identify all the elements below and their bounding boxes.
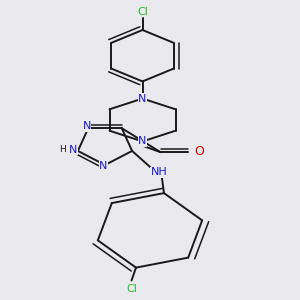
Text: H: H (59, 146, 66, 154)
Text: Cl: Cl (137, 7, 148, 17)
Text: Cl: Cl (126, 284, 137, 294)
Text: O: O (195, 145, 204, 158)
Text: N: N (138, 94, 147, 103)
Text: NH: NH (151, 167, 167, 177)
Text: N: N (138, 136, 147, 146)
Text: N: N (82, 121, 91, 131)
Text: N: N (99, 161, 108, 171)
Text: N: N (69, 145, 78, 155)
